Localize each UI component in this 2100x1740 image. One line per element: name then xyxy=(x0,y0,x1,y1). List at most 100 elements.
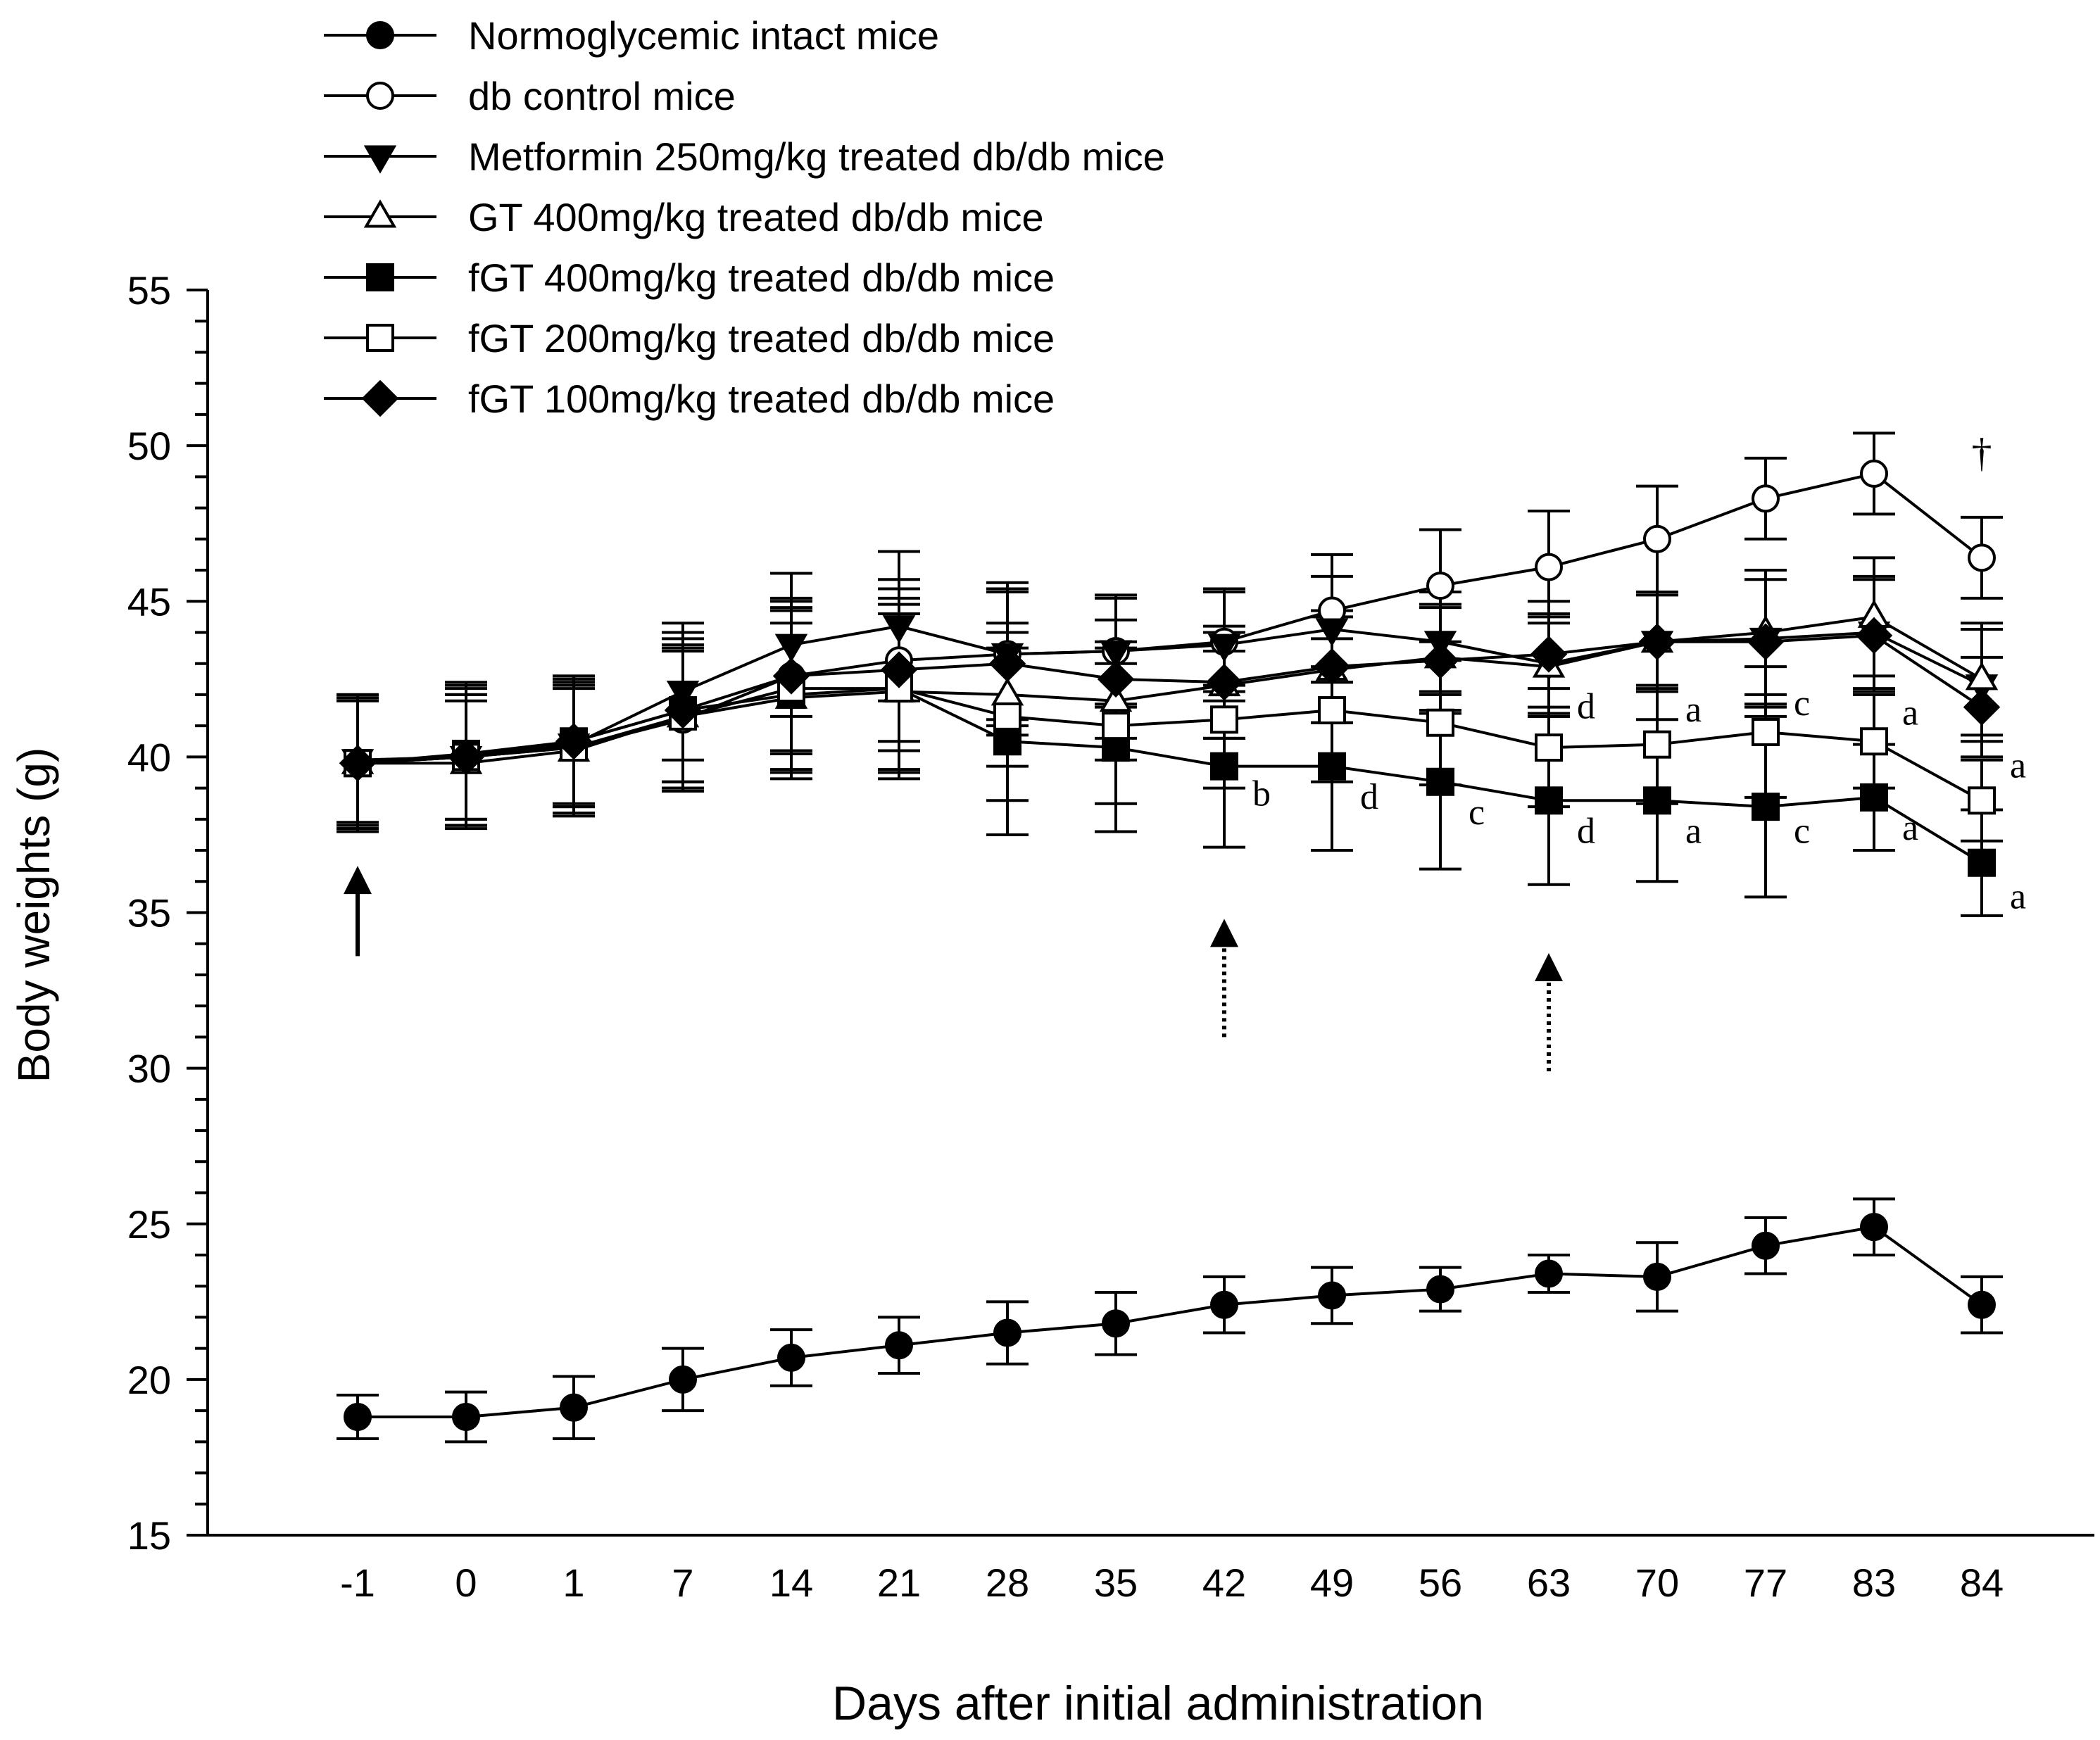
data-point xyxy=(1426,767,1454,796)
x-axis-label: Days after initial administration xyxy=(832,1677,1484,1730)
data-markers xyxy=(339,459,2001,1431)
data-point xyxy=(1638,623,1676,660)
x-tick-label: 14 xyxy=(769,1561,813,1605)
annotation-label: c xyxy=(1794,812,1810,852)
x-tick-label: 70 xyxy=(1635,1561,1679,1605)
y-tick-label: 45 xyxy=(127,579,171,624)
data-point xyxy=(1752,1231,1780,1260)
data-point xyxy=(1643,730,1671,759)
data-point xyxy=(1210,752,1238,781)
series-lines xyxy=(357,472,1983,1418)
data-point xyxy=(1968,543,1996,572)
x-tick-label: 56 xyxy=(1419,1561,1462,1605)
data-point xyxy=(1752,484,1780,513)
data-point xyxy=(993,702,1021,731)
annotation-label: a xyxy=(2010,746,2026,786)
x-tick-label: 42 xyxy=(1202,1561,1246,1605)
legend-label: db control mice xyxy=(468,74,736,118)
data-point xyxy=(991,677,1024,706)
data-point xyxy=(1426,708,1454,737)
data-point xyxy=(555,723,593,760)
legend-label: GT 400mg/kg treated db/db mice xyxy=(468,195,1044,239)
legend-label: Metformin 250mg/kg treated db/db mice xyxy=(468,134,1165,179)
y-tick-label: 30 xyxy=(127,1047,171,1091)
annotation-label: a xyxy=(1902,808,1918,848)
x-tick-label: 1 xyxy=(562,1561,584,1605)
legend-marker xyxy=(363,145,397,174)
data-point xyxy=(1860,459,1888,488)
x-tick-label: 77 xyxy=(1744,1561,1787,1605)
data-point xyxy=(560,1393,588,1422)
x-tick-label: 83 xyxy=(1852,1561,1896,1605)
data-point xyxy=(1752,793,1780,821)
data-point xyxy=(1099,683,1133,712)
data-point xyxy=(1421,642,1459,679)
x-tick-label: 35 xyxy=(1094,1561,1138,1605)
data-point xyxy=(1210,705,1238,734)
annotation-label: a xyxy=(1902,693,1918,733)
axes: 15 20 25 30 35 40 45 50 55 -1 0 1 7 14 21 28 35 42 49 56 63 7… xyxy=(127,268,2094,1605)
y-tick-label: 50 xyxy=(127,424,171,468)
legend-label: fGT 100mg/kg treated db/db mice xyxy=(468,377,1055,421)
data-point xyxy=(1860,783,1888,812)
data-point xyxy=(452,1402,480,1431)
arrow-head xyxy=(1535,952,1563,981)
data-point xyxy=(447,738,485,776)
data-point xyxy=(1643,1262,1671,1291)
data-point xyxy=(1535,786,1563,815)
x-tick-label: -1 xyxy=(340,1561,375,1605)
data-point xyxy=(1426,572,1454,600)
y-tick-label: 15 xyxy=(127,1513,171,1558)
data-point xyxy=(1747,623,1785,660)
data-point xyxy=(1968,848,1996,877)
series-line xyxy=(357,624,1982,762)
legend-label: fGT 400mg/kg treated db/db mice xyxy=(468,256,1055,300)
data-point xyxy=(1210,1290,1238,1319)
x-tick-label: 21 xyxy=(877,1561,921,1605)
annotation-label: c xyxy=(1794,683,1810,724)
data-point xyxy=(1099,640,1133,669)
data-point xyxy=(1313,648,1351,686)
arrow-head xyxy=(344,866,372,895)
data-point xyxy=(664,691,702,729)
series-line xyxy=(357,472,1983,765)
administration-arrows xyxy=(344,866,1563,1072)
series-line xyxy=(358,1225,1983,1418)
data-point xyxy=(1205,664,1243,701)
legend: Normoglycemic intact mice db control mice… xyxy=(324,13,1165,421)
data-point xyxy=(1855,617,1893,655)
data-point xyxy=(1968,1290,1996,1319)
data-point xyxy=(1207,633,1241,662)
data-point xyxy=(1643,524,1671,553)
data-point xyxy=(882,615,916,644)
error-bars xyxy=(337,431,2003,1444)
annotation-label: a xyxy=(2010,876,2026,916)
data-point xyxy=(993,727,1021,756)
legend-label: Normoglycemic intact mice xyxy=(468,13,939,58)
series-line xyxy=(357,687,1983,864)
data-point xyxy=(1535,553,1563,581)
annotation-label: d xyxy=(1360,777,1378,817)
data-point xyxy=(1968,786,1996,815)
annotation-label: c xyxy=(1469,793,1485,833)
legend-marker xyxy=(361,379,399,417)
data-point xyxy=(1530,636,1568,673)
data-point xyxy=(1752,717,1780,746)
x-tick-label: 49 xyxy=(1310,1561,1354,1605)
x-tick-label: 0 xyxy=(455,1561,477,1605)
series-line xyxy=(357,687,1982,802)
y-tick-label: 40 xyxy=(127,735,171,779)
data-point xyxy=(339,744,377,782)
data-point xyxy=(1860,727,1888,756)
x-tick-label: 84 xyxy=(1960,1561,2004,1605)
data-point xyxy=(1315,618,1349,647)
data-point xyxy=(988,645,1026,682)
x-tick-label: 28 xyxy=(986,1561,1029,1605)
data-point xyxy=(1102,712,1130,740)
data-point xyxy=(777,1343,805,1372)
data-point xyxy=(885,1331,913,1360)
annotation-label: a xyxy=(1685,812,1702,852)
data-point xyxy=(993,1318,1021,1347)
data-point xyxy=(1318,696,1346,725)
